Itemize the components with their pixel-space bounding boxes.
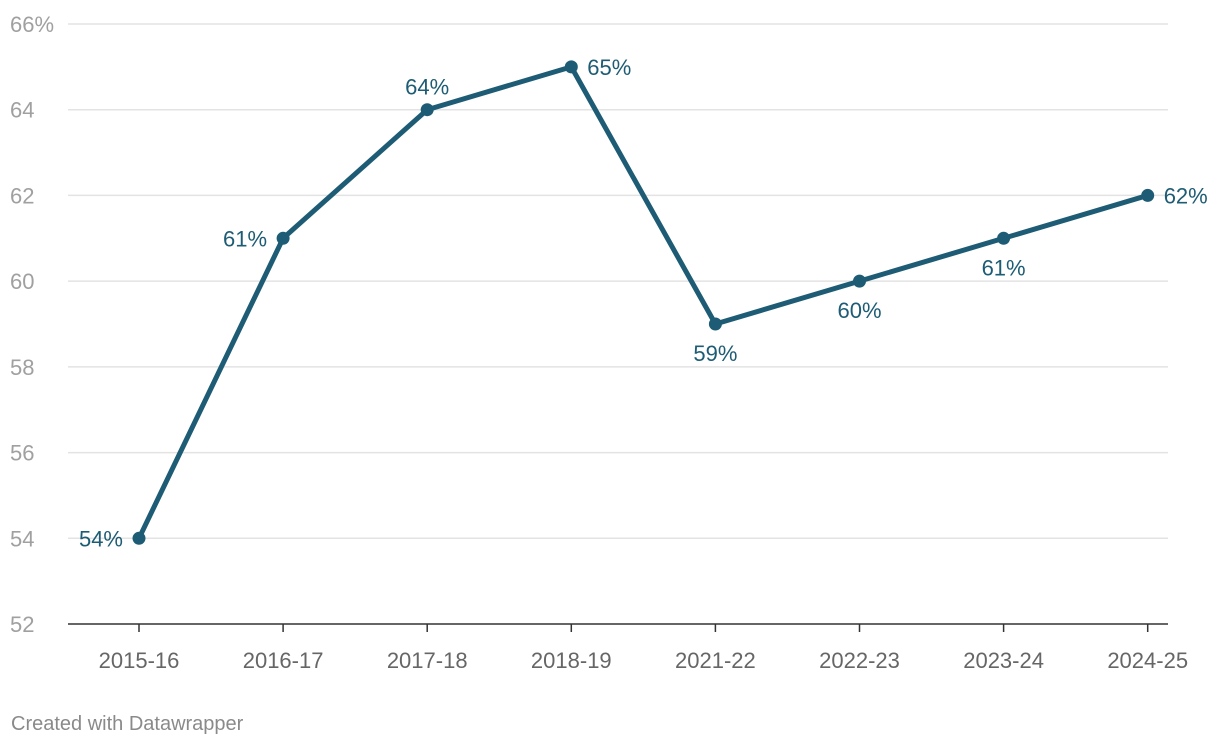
data-points xyxy=(132,60,1155,545)
x-tick-label: 2016-17 xyxy=(243,648,324,673)
gridlines xyxy=(68,23,1168,540)
y-tick-label: 52 xyxy=(10,612,34,637)
data-label: 65% xyxy=(587,55,631,80)
y-tick-label: 56 xyxy=(10,441,34,466)
data-point xyxy=(1141,188,1155,202)
datawrapper-credit: Created with Datawrapper xyxy=(11,713,244,735)
data-point xyxy=(708,317,722,331)
series-line-group xyxy=(136,64,1151,541)
data-point xyxy=(132,531,146,545)
x-tick-label: 2017-18 xyxy=(387,648,468,673)
y-tick-label: 58 xyxy=(10,355,34,380)
x-tick-label: 2022-23 xyxy=(819,648,900,673)
y-tick-label: 62 xyxy=(10,183,34,208)
x-tick-label: 2024-25 xyxy=(1107,648,1188,673)
y-axis: 52 54 56 58 60 62 64 66% xyxy=(10,12,54,637)
y-tick-label: 66% xyxy=(10,12,54,37)
x-tick-label: 2018-19 xyxy=(531,648,612,673)
data-point xyxy=(853,274,866,288)
y-tick-label: 64 xyxy=(10,98,34,123)
data-point xyxy=(997,231,1011,245)
data-label: 61% xyxy=(982,255,1026,280)
x-tick-label: 2023-24 xyxy=(963,648,1044,673)
data-label: 60% xyxy=(837,298,881,323)
series-line xyxy=(136,64,1151,541)
x-axis xyxy=(68,623,1168,632)
data-point xyxy=(276,231,290,245)
data-label: 54% xyxy=(79,526,123,551)
data-labels: 54% 61% 64% 65% 59% 60% 61% 62% xyxy=(79,55,1208,551)
data-label: 59% xyxy=(693,341,737,366)
data-label: 62% xyxy=(1164,183,1208,208)
data-label: 64% xyxy=(405,75,449,100)
x-tick-labels: 2015-16 2016-17 2017-18 2018-19 2021-22 2022-… xyxy=(99,648,1188,673)
data-point xyxy=(564,60,578,74)
data-point xyxy=(420,103,434,117)
data-label: 61% xyxy=(223,226,267,251)
y-tick-label: 54 xyxy=(10,526,34,551)
x-tick-label: 2015-16 xyxy=(99,648,180,673)
x-tick-label: 2021-22 xyxy=(675,648,756,673)
y-tick-label: 60 xyxy=(10,269,34,294)
